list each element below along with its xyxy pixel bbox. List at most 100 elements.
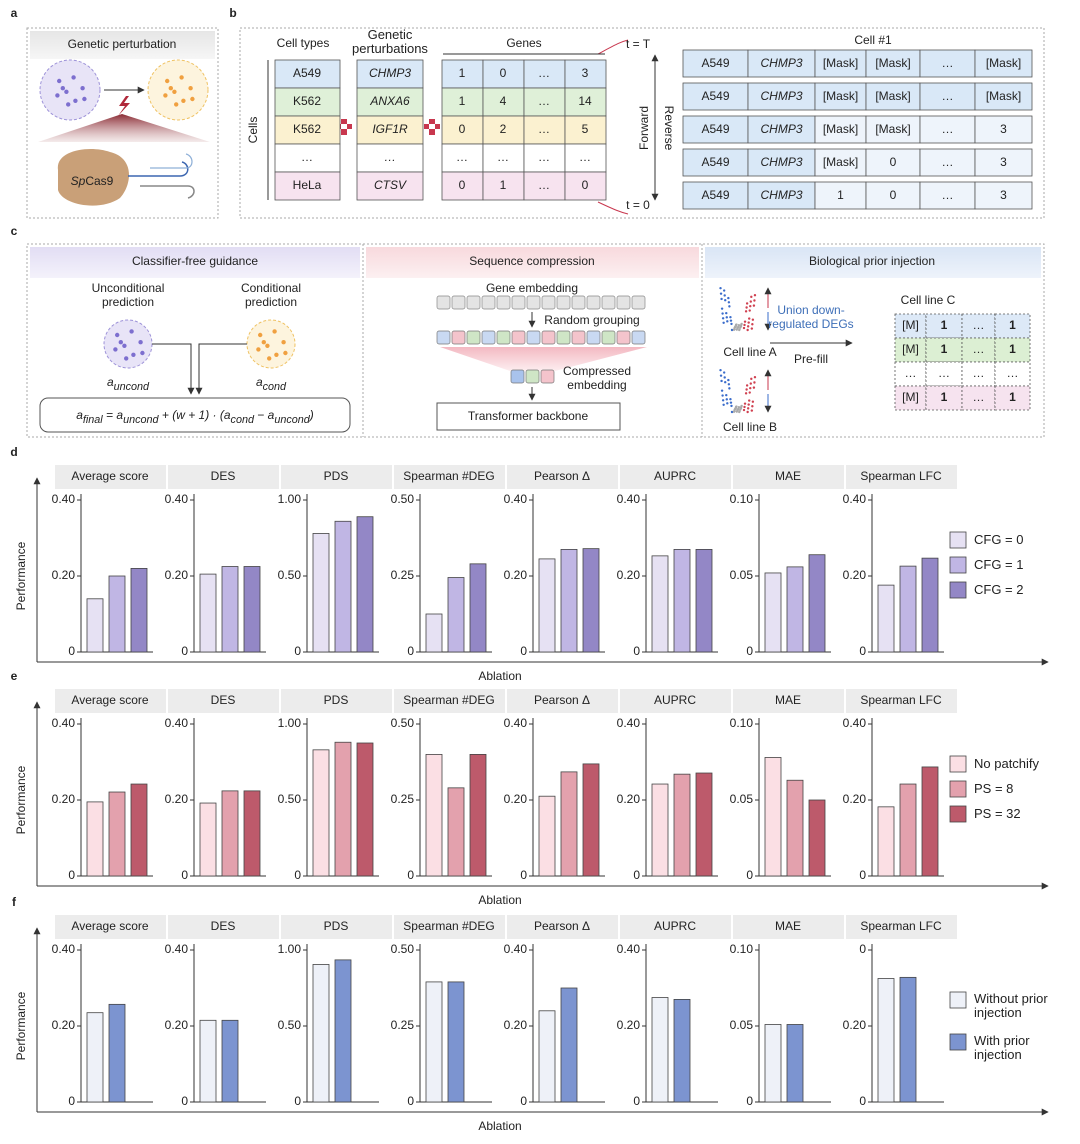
gene-value: … (538, 178, 550, 192)
volcano-dot (720, 379, 723, 383)
perturbation: … (384, 150, 396, 164)
bar (130, 568, 148, 653)
table-cell (682, 181, 749, 210)
panel-title: DES (211, 469, 236, 483)
header-bg (366, 247, 699, 278)
grid-token: … (973, 318, 985, 332)
cell-token: CHMP3 (760, 155, 802, 169)
volcano-dot (729, 315, 732, 319)
title-strip (846, 689, 957, 713)
title-strip (620, 465, 731, 489)
volcano-dot (743, 402, 747, 405)
volcano-dot (721, 317, 725, 320)
table-cell (974, 148, 1033, 177)
gene-value: … (538, 66, 550, 80)
y-tick-label: 0 (181, 644, 188, 658)
table-cell (564, 171, 607, 201)
y-tick-label: 0.40 (504, 492, 528, 506)
cell-dot (140, 350, 145, 356)
math-segment: a (256, 375, 263, 389)
title-strip (846, 465, 957, 489)
volcano-dot (752, 386, 756, 389)
bar (334, 959, 352, 1103)
perturbation: IGF1R (372, 122, 408, 136)
cell-token: CHMP3 (760, 122, 802, 136)
panel-title: MAE (775, 919, 801, 933)
title-strip (168, 465, 279, 489)
volcano-dot (720, 297, 723, 301)
volcano-dot (724, 381, 727, 384)
cell-token: CHMP3 (760, 188, 802, 202)
column-header: Genetic perturbations (352, 27, 428, 56)
volcano-dot (746, 328, 749, 332)
grid-token: 1 (1009, 318, 1016, 332)
bar (673, 549, 691, 653)
y-tick-label: 0 (294, 868, 301, 882)
title-strip (394, 689, 505, 713)
volcano-dot (751, 400, 755, 403)
cell-dot (165, 78, 170, 84)
volcano-dot (740, 405, 743, 408)
y-tick-label: 0 (633, 868, 640, 882)
y-tick-label: 1.00 (278, 716, 302, 730)
volcano-dot (739, 326, 742, 329)
volcano-dot (720, 389, 724, 392)
cell-dot (168, 86, 173, 91)
y-tick-label: 0.10 (730, 492, 754, 506)
cas9-protein (57, 149, 130, 206)
panel-title: Spearman LFC (860, 919, 942, 933)
legend-swatch (949, 531, 967, 549)
math-segment: − (254, 408, 268, 422)
y-tick-label: 0.05 (730, 792, 754, 806)
token (571, 295, 586, 310)
y-tick-label: 0.20 (843, 1018, 867, 1032)
table-cell (865, 148, 921, 177)
volcano-dot (721, 312, 724, 315)
grid-token: [M] (902, 342, 919, 356)
table-cell (974, 49, 1033, 78)
y-tick-label: 0.40 (52, 716, 76, 730)
volcano-dot (749, 382, 752, 385)
token (601, 330, 616, 345)
bar (221, 566, 239, 653)
lightning (118, 96, 130, 116)
grid-token: … (973, 342, 985, 356)
cell-token: [Mask] (875, 89, 910, 103)
y-tick-label: 0.40 (617, 716, 641, 730)
table-cell (865, 49, 921, 78)
guide-rna (128, 161, 189, 177)
panel-title: Pearson Δ (534, 919, 590, 933)
gene-value: 0 (459, 178, 466, 192)
bar (695, 772, 713, 877)
cell-type: A549 (293, 66, 321, 80)
volcano-dot (723, 376, 726, 379)
bar (108, 1003, 126, 1103)
table-cell (682, 148, 749, 177)
beam (38, 114, 210, 142)
math-segment: a (224, 408, 231, 422)
table-cell (814, 82, 867, 111)
cell-token: 3 (1000, 122, 1007, 136)
y-tick-label: 0.40 (504, 942, 528, 956)
bar (786, 779, 804, 877)
enzyme-label: SpCas9 (71, 174, 114, 188)
y-tick-label: 0.40 (52, 942, 76, 956)
bar (425, 754, 443, 877)
title-strip (394, 915, 505, 939)
bar (877, 806, 895, 877)
bar (786, 566, 804, 653)
panel-title: Spearman #DEG (403, 469, 494, 483)
bar (538, 558, 556, 653)
cell-token: 3 (1000, 188, 1007, 202)
volcano-dot (753, 376, 757, 379)
cell-type: K562 (293, 122, 321, 136)
title-strip (733, 689, 844, 713)
volcano-dot (744, 310, 748, 313)
panel-letter: f (12, 895, 17, 909)
volcano-dot (749, 300, 752, 303)
cell-token: 0 (890, 155, 897, 169)
title-strip (55, 689, 166, 713)
guide-rna (150, 153, 193, 169)
volcano-dot (727, 383, 731, 386)
cell-dot (124, 356, 129, 361)
